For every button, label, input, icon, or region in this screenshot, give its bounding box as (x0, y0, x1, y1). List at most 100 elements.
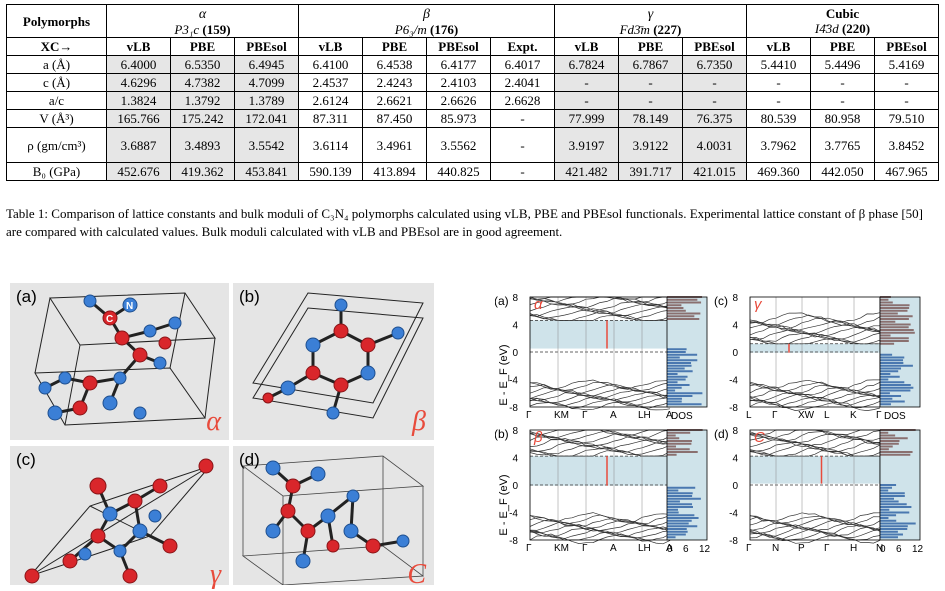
table-cell: 3.4961 (362, 127, 427, 163)
valence-band-line (529, 383, 671, 395)
ytick-label: 4 (732, 321, 738, 332)
table-cell: 6.4100 (298, 55, 363, 74)
table-cell: 440.825 (426, 162, 491, 181)
table-row: a (Å) 6.4000 6.5350 6.4945 6.4100 6.4538 6.417… (6, 55, 939, 74)
table-cell: 590.139 (298, 162, 363, 181)
functional-header: PBEsol (234, 37, 299, 56)
table-cell: 87.450 (362, 109, 427, 128)
lattice-table: Polymorphs α P3₁c (159) β P6₃/m (176) γ Fd3… (6, 4, 939, 181)
ylabel-bottom: E - E_F (eV) (498, 474, 510, 535)
conduction-band-line (529, 432, 671, 445)
row-label: a/c (6, 91, 107, 110)
table-cell: - (810, 91, 875, 110)
structure-panel-alpha: C N (a) α (10, 283, 229, 440)
band-panel-phase: γ (754, 296, 763, 313)
band-panel-label: (b) (495, 427, 509, 441)
conduction-band-line (529, 296, 670, 301)
table-cell: 2.4103 (426, 73, 491, 92)
table-cell: 2.6124 (298, 91, 363, 110)
valence-band-line (749, 515, 881, 525)
phase-gamma-header: γ Fd3̄m (227) (554, 4, 747, 38)
structure-phase-alpha: α (206, 406, 221, 437)
table-cell: 4.7099 (234, 73, 299, 92)
ytick-label: 0 (512, 481, 518, 492)
conduction-band-line (529, 430, 671, 442)
valence-band-line (749, 391, 881, 402)
table-cell: 3.9197 (554, 127, 619, 163)
table-cell: 2.6626 (426, 91, 491, 110)
structure-panel-beta: (b) β (233, 283, 434, 440)
ytick-label: 4 (512, 321, 518, 332)
functional-header: vLB (298, 37, 363, 56)
dos-tick-label: 0 (667, 544, 673, 555)
valence-band-line (529, 402, 671, 411)
table-row: B₀ (GPa) 452.676 419.362 453.841 590.139 413.… (6, 162, 939, 181)
table-cell: 4.0031 (682, 127, 747, 163)
table-cell: 6.4177 (426, 55, 491, 74)
band-panel-label: (a) (495, 294, 509, 308)
table-row: ρ (gm/cm³) 3.6887 3.4893 3.5542 3.6114 3.4961… (6, 127, 939, 163)
table-cell: 87.311 (298, 109, 363, 128)
ytick-label: 0 (512, 348, 518, 359)
dos-label: DOS (671, 411, 693, 422)
ytick-label: 4 (732, 454, 738, 465)
table-cell: 1.3789 (234, 91, 299, 110)
conduction-band-line (529, 435, 671, 447)
table-cell: 2.4041 (490, 73, 555, 92)
conduction-band-line (749, 443, 881, 456)
dos-frame (666, 429, 708, 541)
table-cell: 6.7824 (554, 55, 619, 74)
valence-band-line (529, 394, 671, 404)
carbon-label: C (106, 314, 113, 325)
table-cell: 3.6887 (106, 127, 171, 163)
conduction-band-line (529, 441, 671, 453)
valence-band-line (749, 522, 881, 532)
table-cell: - (490, 127, 555, 163)
valence-band-line (529, 512, 671, 523)
table-cell: 6.7350 (682, 55, 747, 74)
table-cell: 5.4496 (810, 55, 875, 74)
kpoint-label: LH (638, 410, 651, 421)
functional-header: vLB (746, 37, 811, 56)
table-cell: 2.6628 (490, 91, 555, 110)
alpha-structure-drawing: C N (34, 292, 216, 426)
table-row: V (Å³) 165.766 175.242 172.041 87.311 87.450 8… (6, 109, 939, 128)
band-gap-region (750, 456, 880, 484)
functional-header: PBE (618, 37, 683, 56)
conduction-band-line (749, 332, 881, 343)
kpoint-label: Γ (582, 410, 588, 421)
ytick-label: 8 (732, 293, 738, 304)
table-cell: 165.766 (106, 109, 171, 128)
functional-header: PBE (810, 37, 875, 56)
functional-header: Expt. (490, 37, 555, 56)
conduction-band-line (749, 429, 880, 436)
row-label: a (Å) (6, 55, 107, 74)
conduction-band-line (529, 429, 671, 439)
kpoint-label: KM (554, 410, 569, 421)
table-cell: 85.973 (426, 109, 491, 128)
table-cell: 442.050 (810, 162, 875, 181)
table-cell: 452.676 (106, 162, 171, 181)
xc-header: XC→ (6, 37, 107, 56)
kpoint-label: N (876, 543, 883, 554)
functional-header: vLB (554, 37, 619, 56)
kpoint-label: Γ (526, 410, 532, 421)
structure-phase-gamma: γ (209, 559, 221, 590)
table-cell: 4.6296 (106, 73, 171, 92)
conduction-band-line (749, 449, 880, 457)
kpoint-label: L (746, 410, 752, 421)
valence-band-line (749, 393, 881, 404)
table-cell: 3.7962 (746, 127, 811, 163)
kpoint-label: P (798, 543, 805, 554)
conduction-band-line (529, 305, 671, 317)
structure-phase-beta: β (412, 406, 426, 437)
kpoint-label: L (824, 410, 830, 421)
table-cell: - (810, 73, 875, 92)
kpoint-label: K (850, 410, 857, 421)
dos-frame (666, 296, 708, 408)
structure-label-b: (b) (239, 287, 260, 306)
row-label: ρ (gm/cm³) (6, 127, 107, 163)
table-cell: - (490, 162, 555, 181)
table-cell: 2.4243 (362, 73, 427, 92)
